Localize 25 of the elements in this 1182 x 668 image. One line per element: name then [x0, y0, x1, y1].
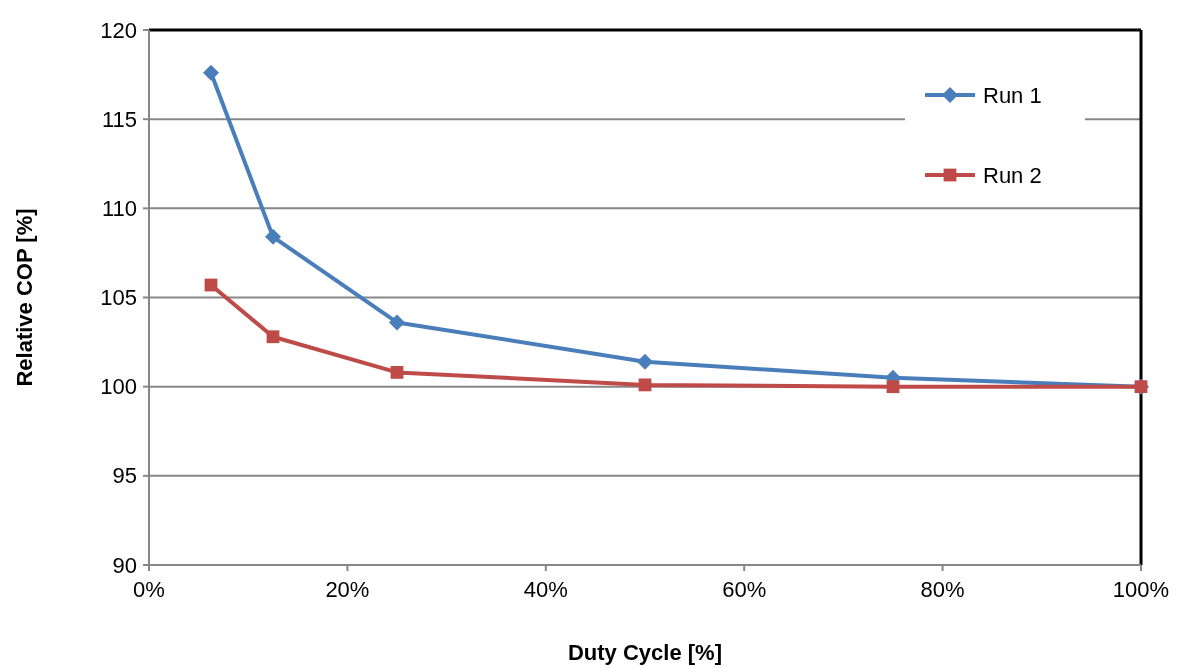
x-axis-title: Duty Cycle [%] [567, 640, 723, 665]
point [886, 380, 900, 394]
y-tick-label: 95 [112, 463, 137, 489]
y-tick-label: 100 [100, 374, 137, 400]
y-tick-label: 115 [101, 106, 137, 132]
legend-label: Run 1 [983, 82, 1042, 108]
point [638, 378, 652, 392]
y-tick-label: 120 [100, 17, 137, 43]
x-tick-label: 20% [325, 577, 370, 602]
y-axis-title: Relative COP [%] [12, 208, 37, 387]
legend-label: Run 2 [983, 162, 1042, 188]
y-tick-label: 110 [101, 195, 137, 221]
point [389, 314, 405, 331]
x-tick-label: 40% [523, 577, 568, 602]
point [203, 64, 219, 81]
point [266, 330, 280, 344]
point [390, 366, 404, 379]
x-tick-label: 0% [133, 577, 165, 602]
y-tick-label: 90 [112, 552, 137, 578]
x-tick-label: 60% [722, 577, 767, 602]
point [637, 353, 653, 370]
point [265, 228, 281, 245]
x-tick-label: 100% [1112, 577, 1170, 602]
x-tick-label: 80% [920, 577, 965, 602]
y-tick-label: 105 [100, 285, 137, 310]
